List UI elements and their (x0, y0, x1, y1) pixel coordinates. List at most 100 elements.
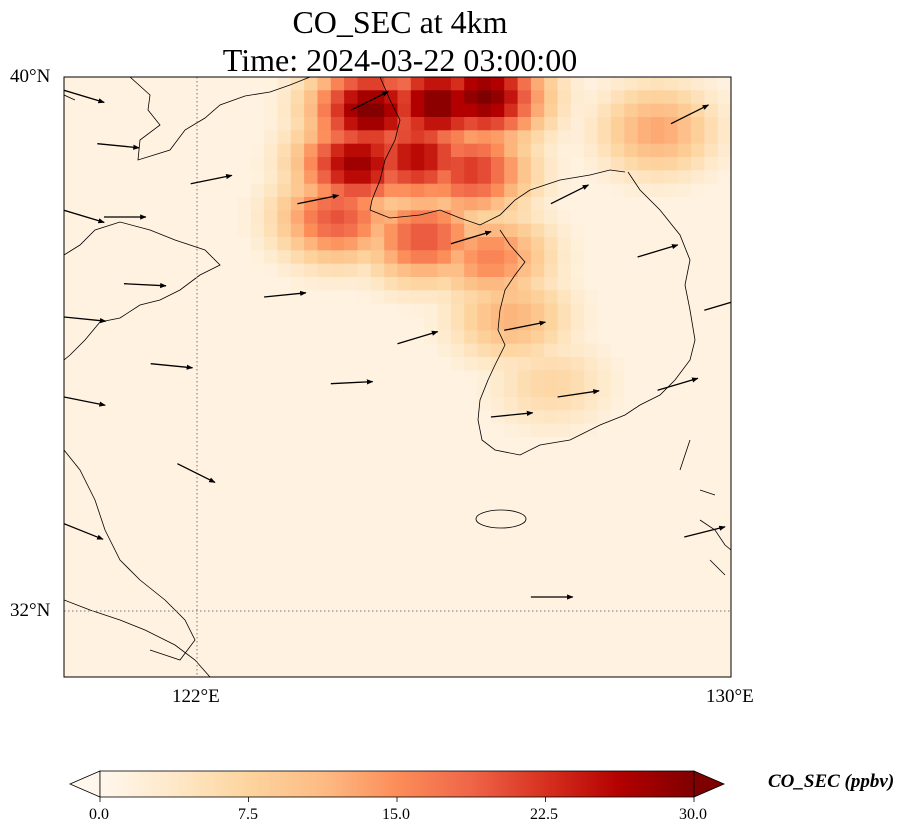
field-cell (264, 637, 278, 651)
field-cell (330, 223, 345, 238)
field-cell (544, 623, 559, 638)
field-cell (344, 530, 358, 545)
field-cell (704, 343, 719, 358)
field-cell (517, 210, 532, 225)
wind-arrow (670, 104, 710, 125)
field-cell (664, 437, 679, 451)
field-cell (584, 290, 599, 305)
field-cell (210, 383, 225, 398)
field-cell (677, 130, 692, 145)
field-cell (557, 503, 572, 518)
field-cell (330, 557, 345, 571)
field-cell (651, 290, 665, 305)
field-cell (210, 543, 225, 558)
field-cell (504, 383, 519, 398)
field-cell (450, 570, 465, 585)
field-cell (357, 623, 372, 638)
field-cell (544, 423, 559, 438)
field-cell (397, 317, 412, 331)
field-cell (370, 130, 385, 145)
field-cell (170, 290, 185, 305)
field-cell (237, 223, 252, 238)
field-cell (130, 170, 145, 185)
field-cell (424, 90, 439, 105)
field-cell (410, 237, 425, 251)
field-cell (450, 237, 465, 251)
field-cell (450, 637, 465, 651)
field-cell (210, 237, 225, 251)
field-cell (717, 90, 731, 105)
field-cell (397, 610, 412, 625)
field-cell (704, 503, 719, 518)
field-cell (304, 543, 318, 558)
field-cell (157, 237, 172, 251)
field-cell (384, 183, 399, 198)
field-cell (144, 263, 158, 278)
field-cell (144, 490, 158, 505)
field-cell (557, 650, 572, 665)
field-cell (691, 477, 705, 491)
field-cell (104, 370, 118, 385)
field-cell (317, 303, 332, 318)
field-cell (317, 170, 332, 185)
field-cell (304, 477, 318, 491)
field-cell (544, 503, 559, 518)
field-cell (464, 157, 479, 171)
field-cell (717, 330, 731, 345)
field-cell (210, 557, 225, 571)
field-cell (130, 597, 145, 611)
field-cell (330, 637, 345, 651)
field-cell (544, 237, 559, 251)
field-cell (130, 250, 145, 265)
field-cell (317, 383, 332, 398)
field-cell (397, 250, 412, 265)
field-cell (637, 383, 652, 398)
field-cell (597, 317, 612, 331)
field-cell (317, 623, 332, 638)
field-cell (570, 423, 585, 438)
field-cell (410, 357, 425, 371)
field-cell (224, 210, 238, 225)
field-cell (597, 223, 612, 238)
field-cell (584, 357, 599, 371)
field-cell (224, 357, 238, 371)
field-cell (210, 437, 225, 451)
field-cell (90, 637, 105, 651)
field-cell (304, 237, 318, 251)
field-cell (157, 357, 172, 371)
field-cell (157, 410, 172, 425)
field-cell (184, 583, 198, 598)
field-cell (664, 450, 679, 465)
field-cell (504, 397, 519, 411)
field-cell (130, 290, 145, 305)
field-cell (584, 543, 599, 558)
field-cell (477, 103, 492, 118)
field-cell (717, 663, 731, 677)
field-cell (344, 570, 358, 585)
field-cell (610, 223, 625, 238)
field-cell (584, 437, 599, 451)
field-cell (437, 370, 452, 385)
field-cell (237, 157, 252, 171)
field-cell (570, 530, 585, 545)
field-cell (637, 183, 652, 198)
field-cell (370, 117, 385, 131)
field-cell (530, 663, 545, 677)
field-cell (530, 263, 545, 278)
field-cell (664, 583, 679, 598)
field-cell (717, 263, 731, 278)
field-cell (597, 570, 612, 585)
field-cell (637, 237, 652, 251)
field-cell (704, 183, 719, 198)
field-cell (277, 437, 292, 451)
field-cell (570, 237, 585, 251)
field-cell (304, 117, 318, 131)
field-cell (677, 437, 692, 451)
field-cell (544, 383, 559, 398)
field-cell (610, 477, 625, 491)
field-cell (597, 383, 612, 398)
field-cell (224, 397, 238, 411)
field-cell (184, 330, 198, 345)
field-cell (184, 237, 198, 251)
field-cell (664, 103, 679, 118)
